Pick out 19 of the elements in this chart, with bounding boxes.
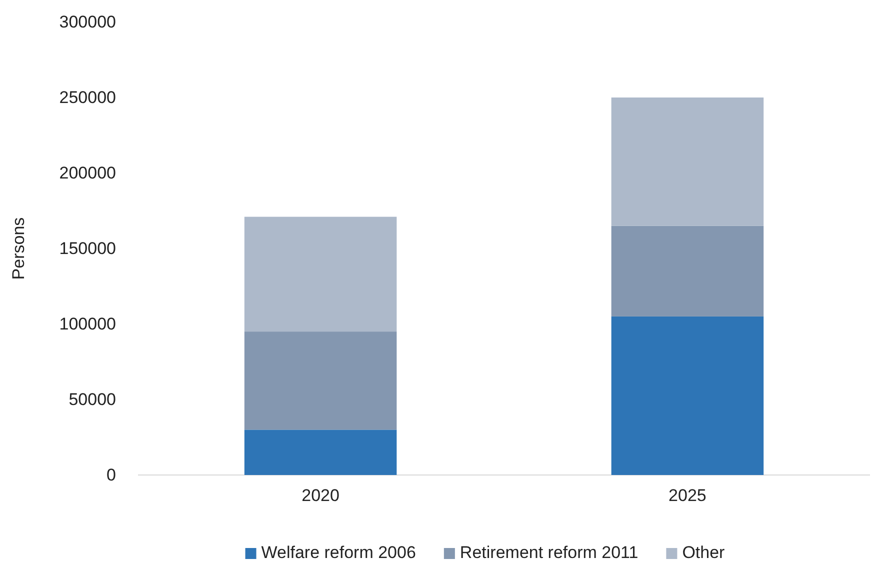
bar (611, 98, 764, 226)
legend-label: Other (682, 543, 726, 562)
legend-label: Welfare reform 2006 (261, 543, 416, 562)
y-tick-label: 250000 (59, 88, 116, 107)
bar (244, 332, 397, 430)
legend-label: Retirement reform 2011 (460, 543, 638, 562)
y-tick-label: 50000 (68, 390, 116, 409)
y-tick-label: 100000 (59, 314, 116, 334)
y-axis-title: Persons (9, 217, 28, 280)
bar (611, 226, 764, 316)
x-tick-label: 2020 (302, 486, 340, 506)
y-tick-label: 200000 (59, 163, 116, 182)
y-tick-label: 150000 (59, 238, 116, 258)
y-tick-label: 0 (106, 465, 116, 484)
bar (611, 316, 764, 475)
x-tick-label: 2025 (668, 486, 706, 506)
bar (244, 216, 397, 332)
bar (244, 430, 397, 475)
y-tick-label: 300000 (59, 12, 116, 32)
